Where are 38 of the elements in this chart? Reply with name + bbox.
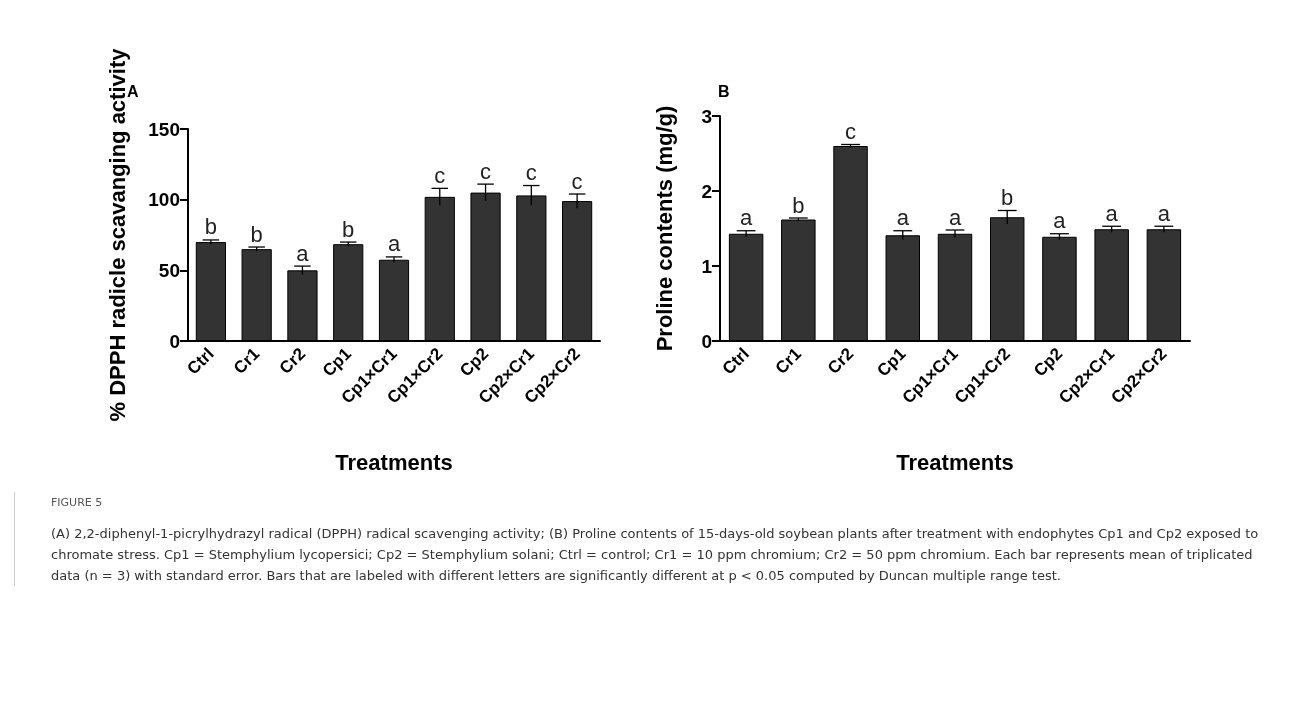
annotation: a (948, 204, 962, 230)
y-tick-label: 2 (701, 180, 712, 202)
annotation: b (792, 192, 805, 218)
x-tick-label: Cr2 (823, 344, 858, 378)
annotation: c (571, 168, 583, 194)
y-tick-label: 0 (701, 330, 712, 352)
annotation: c (434, 162, 446, 188)
x-tick-label: Cr1 (771, 344, 806, 378)
y-tick-label: 150 (148, 118, 180, 140)
annotation: b (250, 221, 263, 247)
annotation: c (845, 119, 857, 144)
annotation: a (1105, 200, 1119, 226)
x-tick-label: Cr1 (229, 344, 264, 378)
y-axis-title: Proline contents (mg/g) (651, 105, 677, 352)
annotation: b (342, 216, 355, 242)
annotation: a (387, 231, 401, 257)
text: (A) 2,2-diphenyl-1-picrylhydrazyl radical (DPPH) radical scavenging activity; (B) Proline contents of 15-days-old soybean plants after treatment with endophytes Cp1 and Cp2 exposed to chromate stress. Cp1 = Stemphylium lycopersici; Cp2 = Stemphylium solani; Ctrl = control; Cr1 = 10 ppm chromium; Cr2 = 50 ppm chromium. Each bar represents mean of triplicated data (n = 3) with standard error. Bars that are labeled with different letters are significantly different at p < 0.05 computed by Duncan multiple range test. (51, 525, 1260, 585)
annotation: b (1001, 185, 1014, 210)
annotation: a (1157, 200, 1171, 226)
x-tick-label: Cr2 (275, 344, 310, 378)
y-tick-label: 100 (148, 189, 180, 211)
x-axis-title: Treatments (896, 449, 1014, 475)
y-tick-label: 0 (169, 330, 180, 352)
annotation: a (1053, 208, 1067, 234)
x-tick-label: Ctrl (718, 344, 753, 379)
y-tick-label: 50 (158, 259, 180, 281)
annotation: c (480, 158, 492, 184)
x-tick-label: Ctrl (183, 344, 218, 379)
annotation: a (896, 205, 910, 231)
annotation: b (204, 214, 218, 240)
annotation: c (525, 160, 537, 186)
y-tick-label: 1 (701, 255, 713, 277)
x-axis-title: Treatments (335, 449, 453, 475)
chart-title: B (718, 82, 730, 100)
annotation: a (296, 240, 310, 266)
caption: FIGURE 5 (51, 495, 104, 511)
annotation: a (739, 205, 753, 231)
y-tick-label: 3 (701, 105, 712, 127)
